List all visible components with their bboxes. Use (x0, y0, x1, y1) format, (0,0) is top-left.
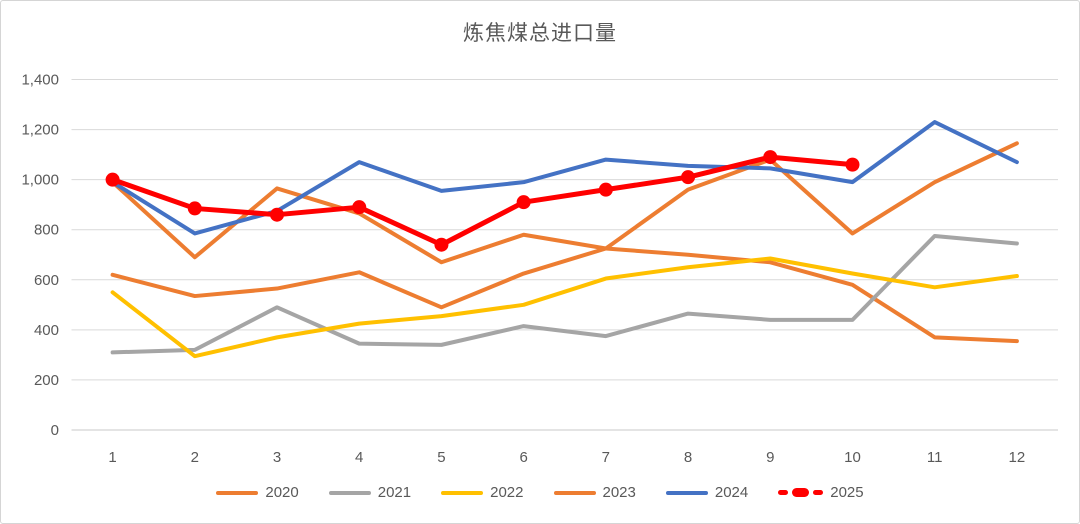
legend-item-2024: 2024 (665, 484, 749, 501)
series-2023 (110, 141, 1019, 310)
x-tick-label: 2 (191, 449, 199, 466)
x-tick-label: 4 (355, 449, 363, 466)
legend-item-2021: 2021 (328, 484, 412, 501)
legend-item-2020: 2020 (216, 484, 299, 501)
y-tick-label: 0 (51, 422, 59, 439)
series-2022 (110, 256, 1019, 359)
data-point-marker (434, 237, 449, 252)
x-axis-labels: 1 2 3 4 5 6 7 8 9 10 11 12 (108, 449, 1025, 466)
y-tick-label: 1,400 (21, 72, 59, 89)
legend-swatch-oval (792, 488, 810, 497)
legend-label: 2024 (714, 484, 749, 501)
legend-swatch-dash (778, 490, 789, 495)
data-point-marker (187, 201, 202, 216)
series-2020-line (110, 180, 1019, 344)
x-tick-label: 6 (519, 449, 527, 466)
y-tick-label: 400 (34, 322, 59, 339)
series-2025 (105, 150, 860, 252)
legend-swatch-dash (813, 490, 824, 495)
y-tick-label: 200 (34, 372, 59, 389)
x-tick-label: 12 (1009, 449, 1026, 466)
gridlines (71, 79, 1058, 431)
legend-label: 2022 (490, 484, 524, 501)
chart-legend: 2020 2021 2022 2023 2024 2025 (1, 484, 1079, 501)
series-2022-line (110, 256, 1019, 359)
x-tick-label: 5 (437, 449, 445, 466)
data-point-marker (105, 172, 120, 187)
x-tick-label: 3 (273, 449, 281, 466)
x-tick-label: 10 (844, 449, 861, 466)
chart-title: 炼焦煤总进口量 (463, 22, 617, 45)
legend-label: 2021 (377, 484, 412, 501)
data-point-marker (681, 170, 696, 185)
series-2025-line (110, 154, 855, 248)
legend-swatch (665, 490, 708, 495)
series-2021 (110, 233, 1019, 355)
x-tick-label: 1 (108, 449, 116, 466)
data-point-marker (516, 195, 531, 210)
legend-item-2025: 2025 (778, 484, 864, 501)
x-tick-label: 9 (766, 449, 774, 466)
legend-label: 2023 (602, 484, 636, 501)
x-tick-label: 8 (684, 449, 692, 466)
legend-item-2023: 2023 (553, 484, 636, 501)
y-tick-label: 600 (34, 272, 59, 289)
legend-swatch-dashdot (778, 488, 824, 497)
data-point-marker (598, 182, 613, 197)
series-2020 (110, 180, 1019, 344)
data-point-marker (352, 200, 367, 215)
legend-label: 2020 (265, 484, 299, 501)
series-2021-line (110, 233, 1019, 355)
legend-label: 2025 (830, 484, 864, 501)
series-2023-line (110, 141, 1019, 310)
legend-swatch (553, 490, 596, 495)
data-point-marker (845, 157, 860, 172)
legend-swatch (328, 490, 371, 495)
legend-item-2022: 2022 (441, 484, 524, 501)
data-point-marker (270, 207, 285, 222)
y-axis-labels: 0 200 400 600 800 1,000 1,200 1,400 (21, 72, 59, 440)
y-tick-label: 1,200 (21, 122, 59, 139)
x-tick-label: 7 (602, 449, 610, 466)
legend-swatch (216, 490, 259, 495)
y-tick-label: 1,000 (21, 172, 59, 189)
data-point-marker (763, 150, 778, 165)
x-tick-label: 11 (927, 449, 943, 466)
y-tick-label: 800 (34, 222, 59, 239)
legend-swatch (441, 490, 484, 495)
